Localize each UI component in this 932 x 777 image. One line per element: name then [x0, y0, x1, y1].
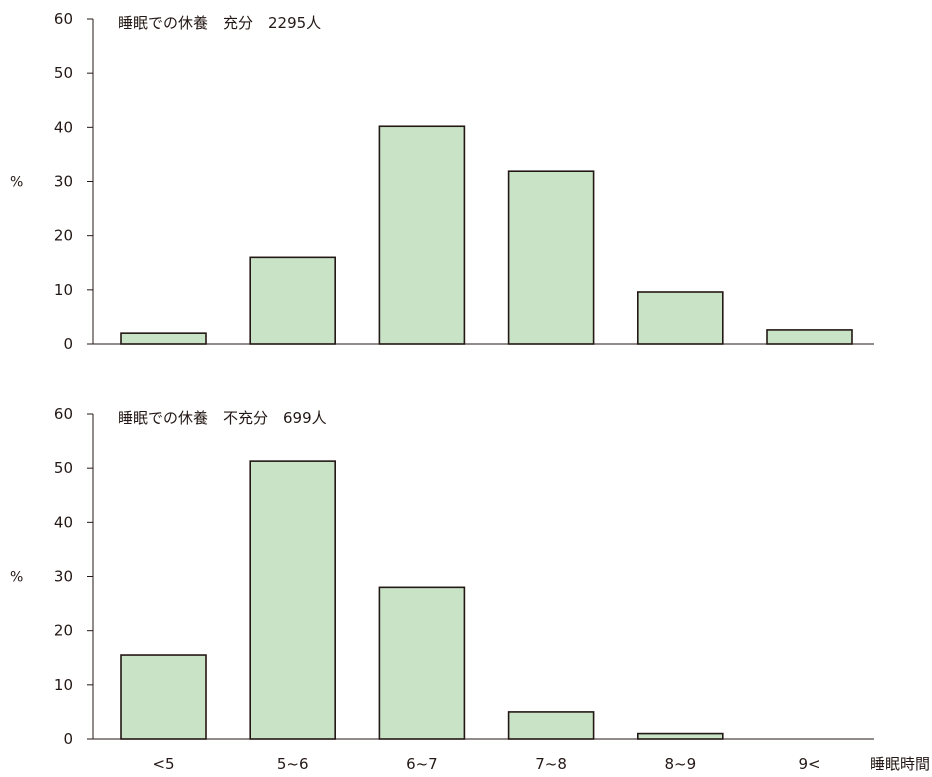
x-category-label: 7~8 — [535, 755, 567, 772]
x-category-label: 8~9 — [664, 755, 696, 772]
y-tick-label: 10 — [54, 676, 73, 694]
y-tick-label: 60 — [54, 10, 73, 28]
bar-bottom-0 — [120, 654, 207, 740]
y-tick-label: 20 — [54, 622, 73, 640]
y-axis-label: % — [10, 175, 23, 191]
y-tick-label: 40 — [54, 513, 73, 531]
chart-title: 睡眠での休養 不充分 699人 — [118, 409, 327, 427]
bar-bottom-3 — [507, 711, 595, 740]
x-category-label: <5 — [152, 755, 174, 772]
y-tick-label: 0 — [63, 335, 73, 353]
bar-top-4 — [636, 291, 724, 345]
y-tick-label: 20 — [54, 227, 73, 245]
x-axis-label: 睡眠時間 — [870, 755, 930, 772]
chart-panel-top: 0 10 20 30 40 50 60% 睡眠での休養 充分 2295人 — [10, 10, 874, 353]
chart-title: 睡眠での休養 充分 2295人 — [118, 14, 321, 32]
y-tick-label: 30 — [54, 173, 73, 191]
chart-panel-bottom: 0 10 20 30 40 50 60% 睡眠での休養 不充分 699人 <5 5~6 6~7 7~8… — [10, 405, 930, 773]
bar-top-0 — [120, 332, 207, 345]
bar-bottom-4 — [636, 732, 724, 740]
y-axis-label: % — [10, 570, 23, 586]
y-tick-label: 60 — [54, 405, 73, 423]
y-tick-label: 30 — [54, 568, 73, 586]
x-category-label: 9< — [798, 755, 820, 772]
bar-top-5 — [766, 329, 853, 345]
bar-bottom-2 — [378, 586, 466, 740]
x-category-label: 6~7 — [406, 755, 438, 772]
bar-top-2 — [378, 125, 466, 345]
bar-top-1 — [249, 256, 336, 345]
y-tick-label: 40 — [54, 118, 73, 136]
y-tick-label: 50 — [54, 64, 73, 82]
y-tick-label: 10 — [54, 281, 73, 299]
x-category-label: 5~6 — [277, 755, 309, 772]
bar-top-3 — [507, 170, 595, 345]
y-tick-label: 50 — [54, 459, 73, 477]
bar-bottom-1 — [249, 460, 336, 740]
y-tick-label: 0 — [63, 730, 73, 748]
